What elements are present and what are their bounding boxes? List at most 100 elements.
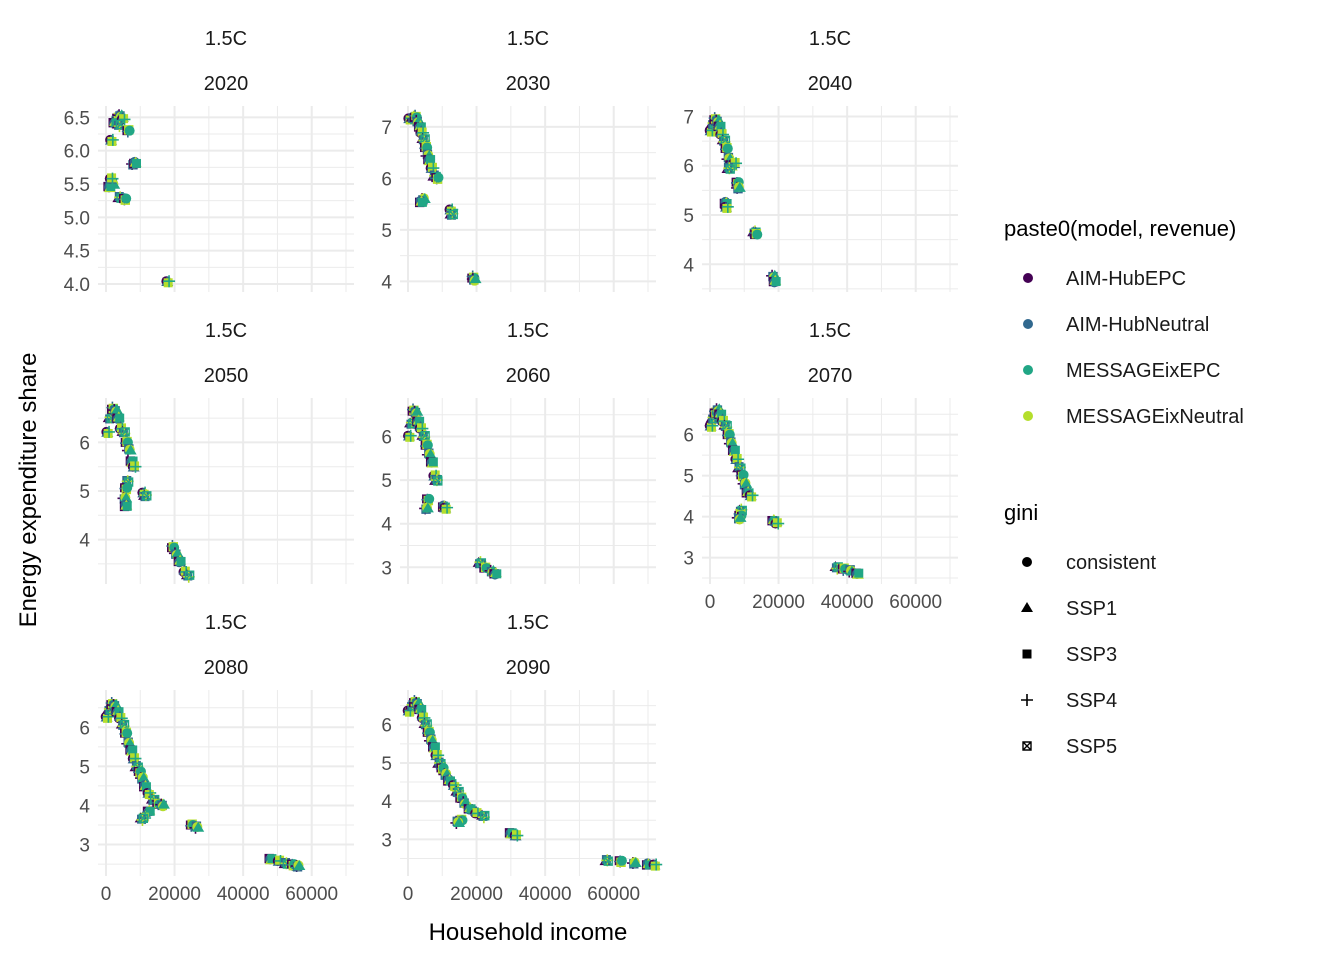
x-axis-title: Household income xyxy=(429,919,628,946)
point-MESSAGEixEPC xyxy=(120,427,130,437)
y-tick-label: 6 xyxy=(79,718,90,739)
point-MESSAGEixEPC xyxy=(411,405,424,416)
point-MESSAGEixEPC xyxy=(293,860,306,871)
x-tick-label: 0 xyxy=(403,884,414,905)
y-tick-label: 6.0 xyxy=(64,142,90,163)
strip-year: 2030 xyxy=(506,73,551,95)
point-MESSAGEixNeutral xyxy=(732,453,742,463)
legend-shape: gini consistent SSP1 SSP3 SSP4 SSP5 xyxy=(1004,500,1156,758)
point-MESSAGEixEPC xyxy=(103,425,116,438)
point-AIM-HubNeutral xyxy=(478,811,488,821)
point-MESSAGEixEPC xyxy=(459,796,472,807)
y-tick-label: 4.0 xyxy=(64,275,90,296)
strip-scenario: 1.5C xyxy=(205,612,247,634)
x-tick-label: 60000 xyxy=(285,884,338,905)
point-AIM-HubNeutral xyxy=(104,706,114,716)
point-MESSAGEixEPC xyxy=(430,742,440,752)
point-MESSAGEixEPC xyxy=(176,556,186,566)
point-MESSAGEixEPC xyxy=(724,429,735,440)
point-AIM-HubNeutral xyxy=(105,414,115,424)
panel-2030: 1.5C 2030 4 5 6 7 xyxy=(381,28,656,293)
point-MESSAGEixNeutral xyxy=(650,861,660,871)
point-MESSAGEixEPC xyxy=(717,409,727,419)
strip-scenario: 1.5C xyxy=(507,612,549,634)
y-tick-label: 3 xyxy=(79,836,90,857)
point-MESSAGEixEPC xyxy=(122,728,133,739)
strip-scenario: 1.5C xyxy=(809,28,851,50)
panels: 1.5C20204.04.55.05.56.06.51.5C203045671.… xyxy=(64,28,958,905)
strip-year: 2050 xyxy=(204,365,249,387)
point-MESSAGEixEPC xyxy=(141,782,151,792)
legend-label: AIM-HubNeutral xyxy=(1066,314,1209,336)
point-AIM-HubNeutral xyxy=(708,414,718,424)
legend-label: AIM-HubEPC xyxy=(1066,268,1186,290)
point-MESSAGEixEPC xyxy=(854,568,864,578)
point-MESSAGEixEPC xyxy=(122,482,133,493)
point-MESSAGEixEPC xyxy=(123,737,136,748)
panel-2040: 1.5C 2040 4 5 6 7 xyxy=(683,28,958,292)
strip-year: 2080 xyxy=(204,657,249,679)
strip-year: 2090 xyxy=(506,657,551,679)
point-MESSAGEixEPC xyxy=(448,209,458,220)
y-tick-label: 5 xyxy=(683,467,694,488)
panel-2080: 1.5C 2080 3 4 5 6 0 20000 40000 60000 xyxy=(79,612,354,905)
point-MESSAGEixEPC xyxy=(511,829,524,842)
point-MESSAGEixEPC xyxy=(422,440,433,451)
point-MESSAGEixEPC xyxy=(734,511,747,522)
y-tick-label: 3 xyxy=(683,549,694,570)
point-MESSAGEixEPC xyxy=(192,821,205,832)
point-MESSAGEixEPC xyxy=(417,197,427,207)
point-MESSAGEixEPC xyxy=(716,121,726,131)
point-MESSAGEixEPC xyxy=(184,570,195,580)
y-tick-label: 4 xyxy=(381,272,392,293)
panel-2060: 1.5C 2060 3 4 5 6 xyxy=(381,320,656,584)
point-AIM-HubNeutral xyxy=(446,210,456,220)
point-MESSAGEixNeutral xyxy=(130,461,140,471)
y-tick-label: 5 xyxy=(381,221,392,242)
legend-shape-SSP1 xyxy=(1021,602,1033,612)
point-MESSAGEixEPC xyxy=(142,491,152,501)
point-MESSAGEixEPC xyxy=(171,547,184,558)
point-MESSAGEixEPC xyxy=(145,806,155,816)
legend-label: SSP4 xyxy=(1066,690,1117,712)
y-tick-label: 6 xyxy=(683,157,694,178)
point-MESSAGEixEPC xyxy=(110,404,123,415)
legend-shape-consistent xyxy=(1022,557,1032,567)
point-AIM-HubNeutral xyxy=(406,419,416,429)
legend-swatch-MESSAGEixNeutral xyxy=(1023,411,1033,421)
point-MESSAGEixEPC xyxy=(466,804,476,814)
point-MESSAGEixNeutral xyxy=(722,203,732,213)
y-tick-label: 4 xyxy=(79,796,90,817)
point-MESSAGEixEPC xyxy=(417,704,427,714)
point-MESSAGEixNeutral xyxy=(103,429,113,439)
point-MESSAGEixEPC xyxy=(421,502,434,513)
y-tick-label: 6 xyxy=(381,716,392,737)
point-MESSAGEixEPC xyxy=(115,413,125,423)
point-MESSAGEixEPC xyxy=(722,143,733,154)
panel-2020: 1.5C 2020 4.0 4.5 5.0 5.5 6.0 6.5 xyxy=(64,28,354,296)
y-tick-label: 6 xyxy=(79,433,90,454)
legend-label: MESSAGEixNeutral xyxy=(1066,406,1244,428)
point-MESSAGEixEPC xyxy=(128,745,138,755)
point-AIM-HubNeutral xyxy=(418,432,428,442)
point-MESSAGEixEPC xyxy=(453,816,466,827)
y-tick-label: 5 xyxy=(683,206,694,227)
point-MESSAGEixNeutral xyxy=(718,415,728,425)
legend-label: SSP1 xyxy=(1066,598,1117,620)
legend-color: paste0(model, revenue) AIM-HubEPC AIM-Hub… xyxy=(1004,216,1244,428)
y-tick-label: 6 xyxy=(381,169,392,190)
strip-scenario: 1.5C xyxy=(205,28,247,50)
point-MESSAGEixNeutral xyxy=(404,707,414,717)
point-MESSAGEixEPC xyxy=(424,493,435,504)
point-MESSAGEixEPC xyxy=(110,699,123,710)
legend-shape-SSP5 xyxy=(1022,741,1032,751)
point-MESSAGEixEPC xyxy=(492,569,502,579)
point-MESSAGEixEPC xyxy=(128,456,138,466)
point-AIM-HubNeutral xyxy=(140,492,150,502)
point-MESSAGEixEPC xyxy=(480,810,490,821)
point-MESSAGEixEPC xyxy=(404,429,417,442)
point-MESSAGEixNeutral xyxy=(747,492,757,502)
point-MESSAGEixEPC xyxy=(771,277,781,287)
point-MESSAGEixEPC xyxy=(629,857,642,868)
point-MESSAGEixEPC xyxy=(616,855,627,866)
